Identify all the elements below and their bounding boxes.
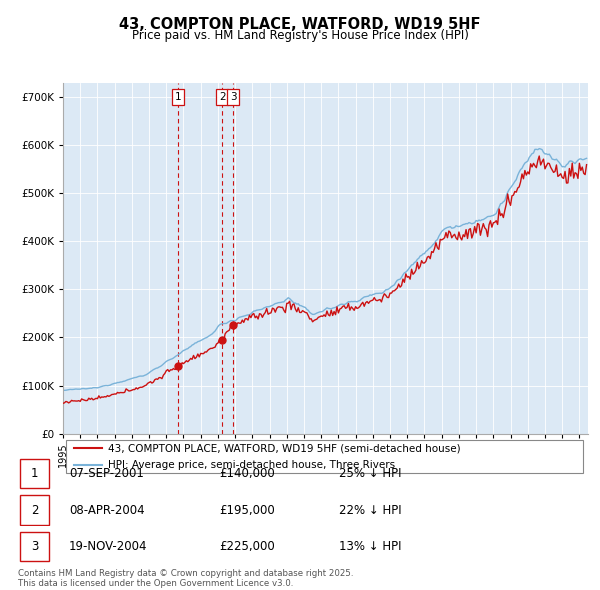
FancyBboxPatch shape [65,440,583,474]
Text: 2: 2 [219,92,226,102]
Text: 1: 1 [31,467,38,480]
Text: 3: 3 [31,540,38,553]
Text: £225,000: £225,000 [219,540,275,553]
Text: 1: 1 [175,92,181,102]
Text: 43, COMPTON PLACE, WATFORD, WD19 5HF: 43, COMPTON PLACE, WATFORD, WD19 5HF [119,17,481,31]
Text: 3: 3 [230,92,236,102]
Text: Price paid vs. HM Land Registry's House Price Index (HPI): Price paid vs. HM Land Registry's House … [131,29,469,42]
Text: 22% ↓ HPI: 22% ↓ HPI [339,503,401,517]
Text: £140,000: £140,000 [219,467,275,480]
Text: £195,000: £195,000 [219,503,275,517]
Text: 08-APR-2004: 08-APR-2004 [69,503,145,517]
Text: HPI: Average price, semi-detached house, Three Rivers: HPI: Average price, semi-detached house,… [107,460,395,470]
FancyBboxPatch shape [20,459,49,488]
Text: 13% ↓ HPI: 13% ↓ HPI [339,540,401,553]
Text: 25% ↓ HPI: 25% ↓ HPI [339,467,401,480]
FancyBboxPatch shape [20,496,49,525]
Text: Contains HM Land Registry data © Crown copyright and database right 2025.
This d: Contains HM Land Registry data © Crown c… [18,569,353,588]
Text: 2: 2 [31,503,38,517]
Text: 43, COMPTON PLACE, WATFORD, WD19 5HF (semi-detached house): 43, COMPTON PLACE, WATFORD, WD19 5HF (se… [107,443,460,453]
Text: 19-NOV-2004: 19-NOV-2004 [69,540,148,553]
FancyBboxPatch shape [20,532,49,561]
Text: 07-SEP-2001: 07-SEP-2001 [69,467,144,480]
